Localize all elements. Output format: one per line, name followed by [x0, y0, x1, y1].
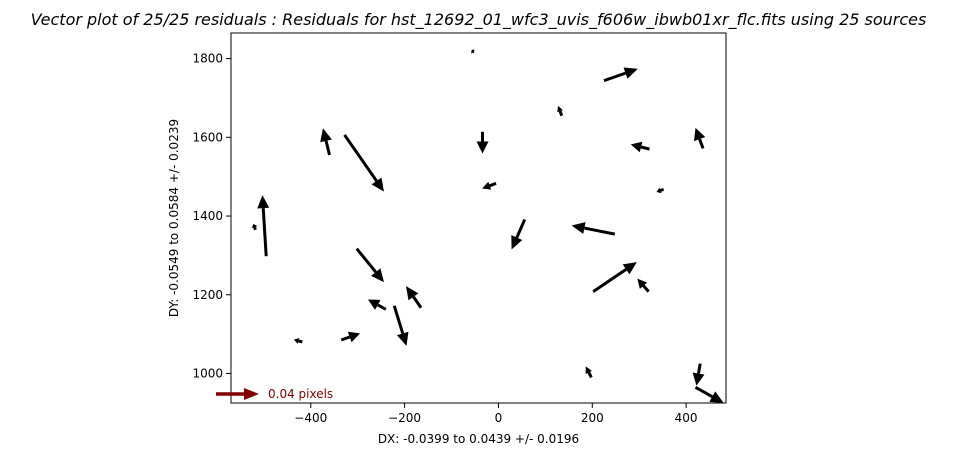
- vector-head: [293, 338, 300, 344]
- vector-arrow: [392, 305, 409, 346]
- vector-shaft: [392, 305, 405, 334]
- y-axis-label: DY: -0.0549 to 0.0584 +/- 0.0239: [167, 119, 181, 317]
- vector-head: [693, 127, 706, 142]
- vector-shaft: [640, 145, 650, 151]
- vector-shaft: [603, 71, 627, 83]
- vector-head: [656, 187, 662, 194]
- vector-shaft: [659, 187, 665, 192]
- vector-head: [622, 262, 637, 275]
- vector-shaft: [587, 371, 593, 379]
- vector-arrow: [694, 385, 724, 403]
- vector-arrow: [637, 278, 650, 293]
- vector-head: [368, 299, 381, 310]
- vector-head: [406, 286, 419, 301]
- vector-arrow: [355, 247, 384, 283]
- vector-shaft: [698, 138, 705, 149]
- vector-head: [471, 48, 474, 55]
- vector-shaft: [261, 208, 268, 257]
- x-axis-label: DX: -0.0399 to 0.0439 +/- 0.0196: [378, 432, 579, 446]
- vector-head: [396, 331, 409, 346]
- vector-field: [251, 48, 724, 403]
- vector-shaft: [340, 335, 351, 342]
- y-tick-label: 1000: [192, 366, 223, 380]
- vector-shaft: [355, 247, 377, 274]
- vector-arrow: [603, 67, 638, 83]
- vector-shaft: [694, 385, 714, 398]
- key-arrow-head: [244, 388, 259, 400]
- vector-shaft: [324, 140, 331, 156]
- vector-head: [709, 391, 724, 403]
- vector-arrow: [320, 128, 332, 156]
- vector-shaft: [489, 181, 497, 188]
- key-label: 0.04 pixels: [268, 387, 333, 401]
- vector-head: [320, 128, 332, 143]
- vector-arrow: [343, 134, 384, 192]
- vector-arrow: [511, 218, 527, 250]
- vector-arrow: [592, 262, 637, 293]
- vector-shaft: [642, 284, 650, 293]
- vector-shaft: [558, 110, 564, 117]
- vector-arrow: [557, 105, 564, 117]
- vector-head: [637, 278, 648, 289]
- vector-shaft: [377, 303, 387, 311]
- vector-arrow: [257, 195, 270, 257]
- vector-arrow: [571, 222, 616, 236]
- vector-arrow: [585, 366, 593, 379]
- vector-shaft: [343, 134, 378, 182]
- vector-arrow: [471, 48, 475, 55]
- vector-head: [347, 331, 361, 343]
- vector-head: [511, 235, 523, 250]
- vector-head: [623, 67, 638, 79]
- x-tick-label: 0: [495, 411, 503, 425]
- vector-head: [692, 372, 705, 386]
- vector-arrow: [293, 338, 303, 344]
- vector-head: [476, 141, 489, 154]
- vector-arrow: [476, 131, 489, 154]
- vector-shaft: [412, 295, 423, 309]
- vector-shaft: [253, 226, 257, 231]
- x-tick-label: −200: [388, 411, 421, 425]
- vector-arrow: [406, 286, 423, 309]
- vector-shaft: [298, 339, 303, 344]
- vector-arrow: [368, 299, 387, 311]
- vector-arrow: [693, 127, 706, 149]
- vector-shaft: [472, 49, 475, 54]
- x-tick-label: −400: [294, 411, 327, 425]
- vector-arrow: [692, 363, 705, 386]
- quiver-key: 0.04 pixels: [216, 387, 333, 401]
- vector-head: [557, 105, 563, 113]
- x-tick-label: 200: [581, 411, 604, 425]
- vector-shaft: [515, 218, 527, 239]
- vector-arrow: [340, 331, 361, 343]
- vector-arrow: [630, 141, 650, 153]
- vector-head: [482, 181, 492, 190]
- vector-shaft: [592, 268, 627, 293]
- x-axis: −400 −200 0 200 400: [294, 403, 698, 425]
- vector-head: [251, 223, 258, 229]
- vector-head: [371, 177, 384, 192]
- vector-arrow: [251, 223, 258, 231]
- vector-head: [630, 141, 643, 153]
- y-tick-label: 1400: [192, 209, 223, 223]
- vector-head: [585, 366, 592, 375]
- vector-shaft: [697, 363, 702, 374]
- plot-area: [230, 32, 727, 404]
- y-tick-label: 1800: [192, 52, 223, 66]
- y-tick-label: 1200: [192, 288, 223, 302]
- vector-head: [571, 222, 586, 234]
- x-tick-label: 400: [675, 411, 698, 425]
- chart-title: Vector plot of 25/25 residuals : Residua…: [31, 10, 927, 30]
- vector-head: [257, 195, 270, 209]
- y-tick-label: 1600: [192, 130, 223, 144]
- vector-arrow: [482, 181, 497, 190]
- vector-arrow: [656, 187, 665, 194]
- vector-shaft: [584, 226, 616, 236]
- vector-head: [371, 268, 384, 283]
- y-axis: 1000 1200 1400 1600 1800: [192, 52, 231, 380]
